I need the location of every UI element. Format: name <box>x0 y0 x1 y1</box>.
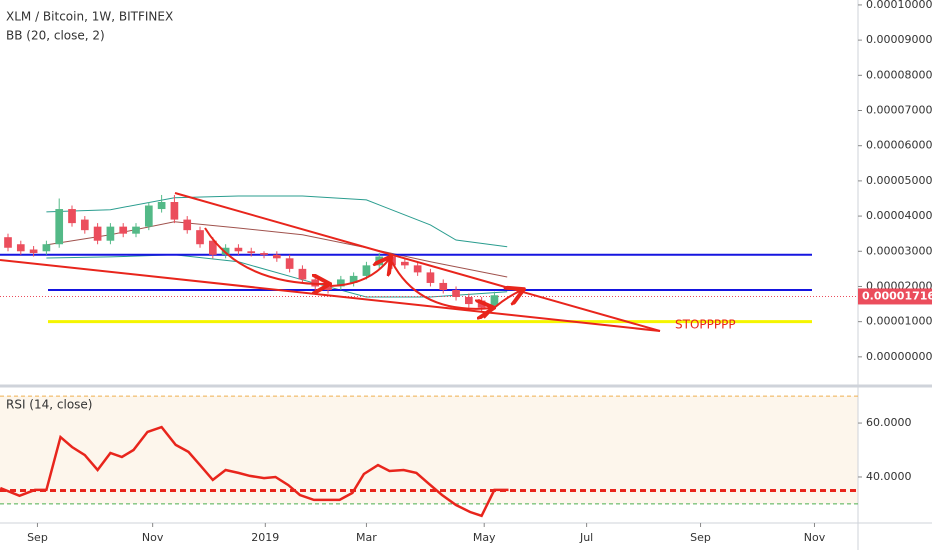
y-tick-label: 0.00009000 <box>866 33 932 46</box>
candle-body <box>170 202 179 220</box>
candle-body <box>324 286 332 290</box>
x-tick-label: Jul <box>579 531 593 544</box>
candle-body <box>119 226 128 234</box>
x-tick-label: May <box>473 531 496 544</box>
y-tick-label: 0.00008000 <box>866 68 932 81</box>
x-tick-label: 2019 <box>251 531 279 544</box>
candle-body <box>272 254 281 259</box>
candle-body <box>362 265 371 276</box>
y-tick-label: 60.0000 <box>866 416 912 429</box>
candle-body <box>439 282 448 290</box>
x-tick-label: Nov <box>142 531 164 544</box>
arrow-curve <box>483 290 522 319</box>
annotation: STOPPPPP <box>675 318 736 332</box>
main-pane: 0.000000000.000010000.000020000.00003000… <box>0 0 932 363</box>
candle-body <box>68 209 76 224</box>
y-tick-label: 0.00001000 <box>866 315 932 328</box>
candle-body <box>477 300 486 308</box>
candle-body <box>247 251 256 254</box>
trend-line <box>0 259 661 332</box>
arrow-curve <box>204 227 328 284</box>
y-tick-label: 0.00007000 <box>866 104 932 117</box>
candle-body <box>157 202 166 210</box>
trend-line <box>174 192 661 332</box>
candle-body <box>413 265 422 273</box>
rsi-band <box>0 396 858 504</box>
last-price-box <box>858 288 932 305</box>
candle-body <box>349 275 358 283</box>
indicator-label: BB (20, close, 2) <box>6 29 105 43</box>
candle-body <box>452 289 460 298</box>
candle-body <box>132 226 140 234</box>
drawings <box>0 192 661 332</box>
candle-body <box>221 247 230 255</box>
candle-body <box>80 219 89 231</box>
y-tick-label: 0.00010000 <box>866 0 932 11</box>
y-tick-label: 0.00006000 <box>866 139 932 152</box>
rsi-pane: 40.0000 60.0000 <box>0 395 912 518</box>
candle-body <box>55 209 64 245</box>
x-tick-label: Nov <box>804 531 826 544</box>
x-tick-label: Sep <box>27 531 48 544</box>
arrow-curve <box>329 258 390 287</box>
last-price-label: 0.00001716 <box>862 289 932 302</box>
candle-body <box>93 226 102 241</box>
y-tick-label: 0.00000000 <box>866 350 932 363</box>
candle-body <box>400 261 409 266</box>
candle-body <box>465 297 473 305</box>
candle-body <box>285 258 294 269</box>
candle-body <box>42 244 51 252</box>
arrow-curve <box>391 261 492 309</box>
candle-body <box>183 219 192 231</box>
candle-body <box>196 230 204 245</box>
y-tick-label: 0.00003000 <box>866 244 932 257</box>
candle-body <box>4 237 12 248</box>
candle-body <box>16 244 25 252</box>
candle-body <box>208 240 217 255</box>
rsi-label: RSI (14, close) <box>6 398 92 412</box>
candle-body <box>375 256 384 266</box>
chart-title: XLM / Bitcoin, 1W, BITFINEX <box>6 10 173 24</box>
x-tick-label: Mar <box>356 531 377 544</box>
candle-body <box>298 268 307 280</box>
band-line <box>46 195 508 248</box>
band-line <box>46 254 508 298</box>
candle-body <box>106 226 115 241</box>
y-tick-label: 40.0000 <box>866 470 912 483</box>
candle-body <box>336 279 345 287</box>
x-tick-label: Sep <box>690 531 711 544</box>
rsi-line <box>0 425 509 518</box>
candle-body <box>260 253 268 255</box>
candle-body <box>29 249 38 254</box>
y-tick-label: 0.00005000 <box>866 174 932 187</box>
candle-body <box>234 247 243 252</box>
candle-body <box>426 272 435 283</box>
candle-body <box>144 205 153 227</box>
y-tick-label: 0.00004000 <box>866 209 932 222</box>
